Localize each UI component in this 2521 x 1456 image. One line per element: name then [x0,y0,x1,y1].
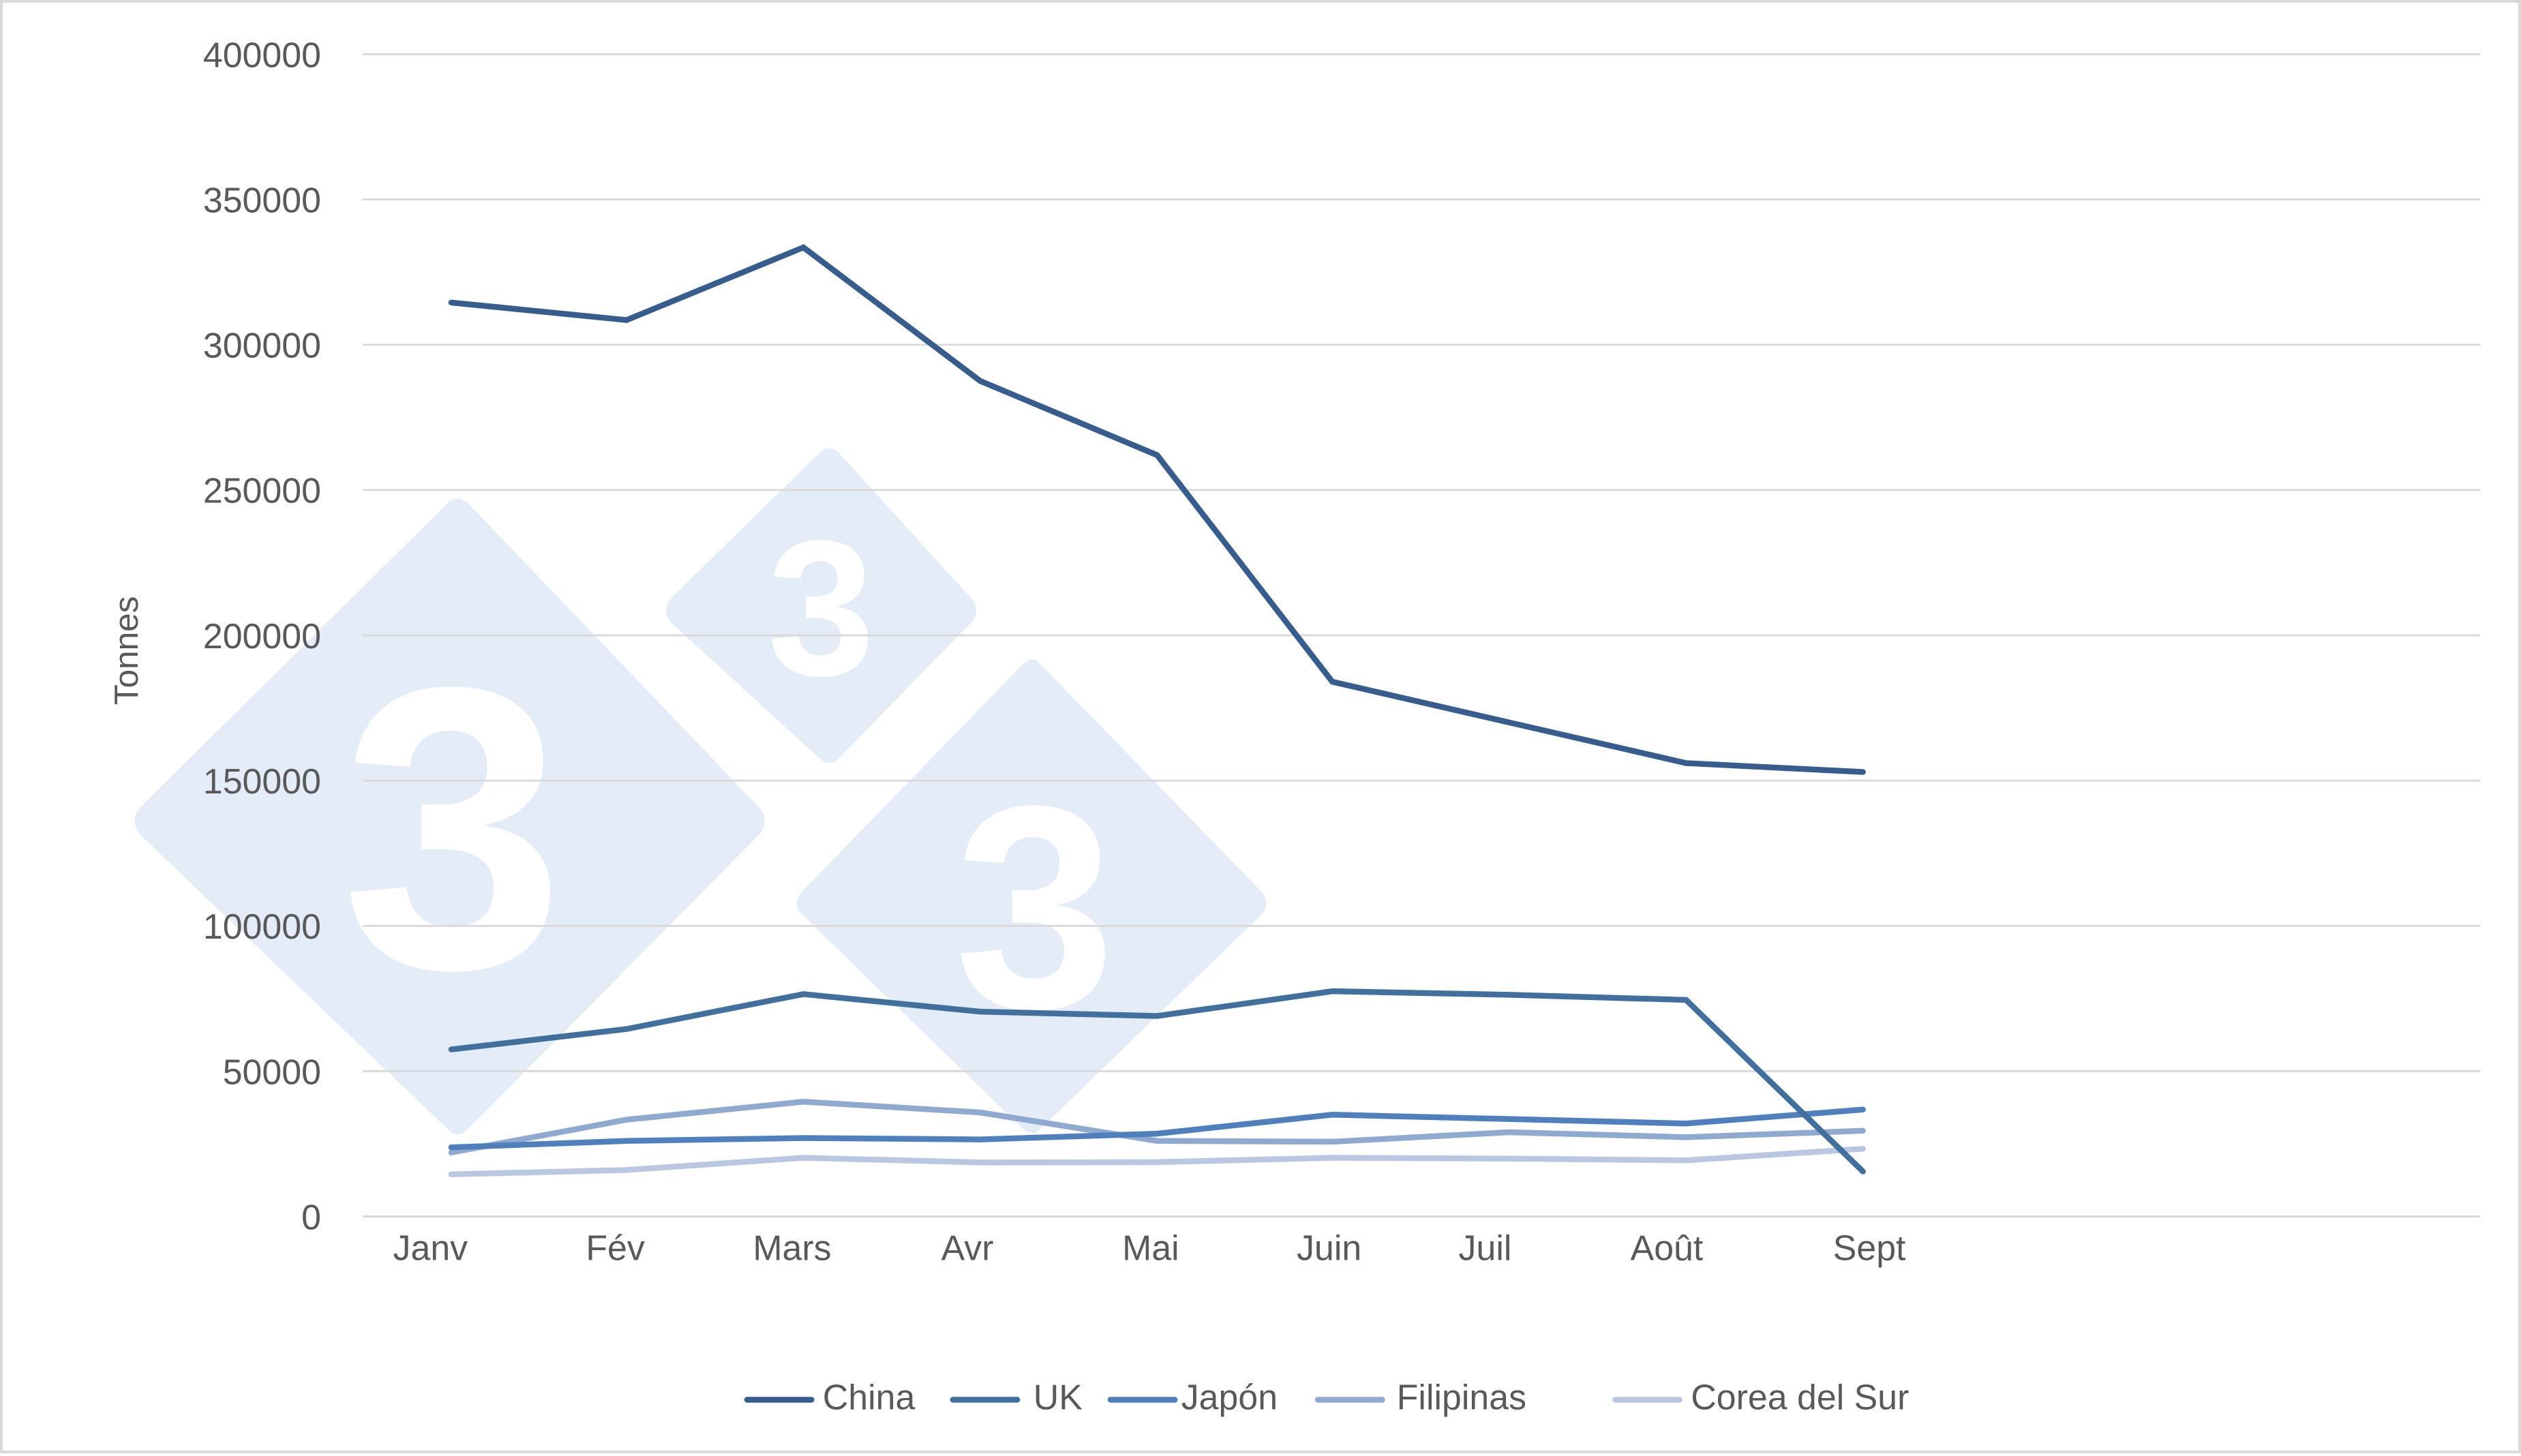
x-tick-label: Mai [1122,1228,1179,1267]
y-axis-ticks: 0 50000 100000 150000 200000 250000 300000 3500… [203,35,321,1237]
y-tick-label: 300000 [203,326,321,365]
legend-label: Corea del Sur [1691,1378,1909,1417]
y-tick-label: 100000 [203,907,321,946]
x-tick-label: Sept [1833,1228,1906,1267]
y-tick-label: 50000 [223,1052,321,1091]
legend-label: Japón [1181,1378,1278,1417]
legend-item: Japón [1107,1378,1278,1417]
series-lines [448,244,1866,1178]
y-tick-label: 350000 [203,180,321,219]
y-tick-label: 400000 [203,35,321,74]
legend-label: China [823,1378,916,1417]
legend-item: Corea del Sur [1612,1378,1909,1417]
y-tick-label: 0 [301,1197,321,1237]
svg-text:3: 3 [954,746,1115,1069]
legend-item: Filipinas [1314,1378,1526,1417]
x-axis-ticks: Janv Fév Mars Avr Mai Juin Juil Août Sept [393,1228,1907,1267]
y-tick-label: 200000 [203,616,321,656]
x-tick-label: Mars [753,1228,831,1267]
x-tick-label: Fév [586,1228,645,1267]
series-line-china [448,244,1866,775]
chart-canvas: 3 3 3 0 50000 100000 150000 200000 250000 3000… [108,35,2481,1417]
legend-item: UK [950,1378,1083,1417]
series-line-filipinas [448,1098,1866,1155]
legend: China UK Japón Filipinas Corea del Sur [744,1378,1909,1417]
x-tick-label: Juil [1459,1228,1512,1267]
legend-label: Filipinas [1397,1378,1526,1417]
series-line-uk [448,988,1866,1174]
svg-text:3: 3 [768,500,875,716]
x-tick-label: Août [1631,1228,1704,1267]
y-tick-label: 150000 [203,761,321,801]
series-line-corea-del-sur [448,1146,1866,1178]
legend-label: UK [1033,1378,1083,1417]
series-line-japón [448,1106,1866,1151]
y-axis-title: Tonnes [108,596,145,706]
x-tick-label: Janv [393,1228,468,1267]
x-tick-label: Juin [1297,1228,1361,1267]
legend-item: China [744,1378,916,1417]
x-tick-label: Avr [941,1228,994,1267]
y-tick-label: 250000 [203,471,321,511]
gridlines [363,53,2481,1218]
svg-text:3: 3 [341,603,564,1052]
